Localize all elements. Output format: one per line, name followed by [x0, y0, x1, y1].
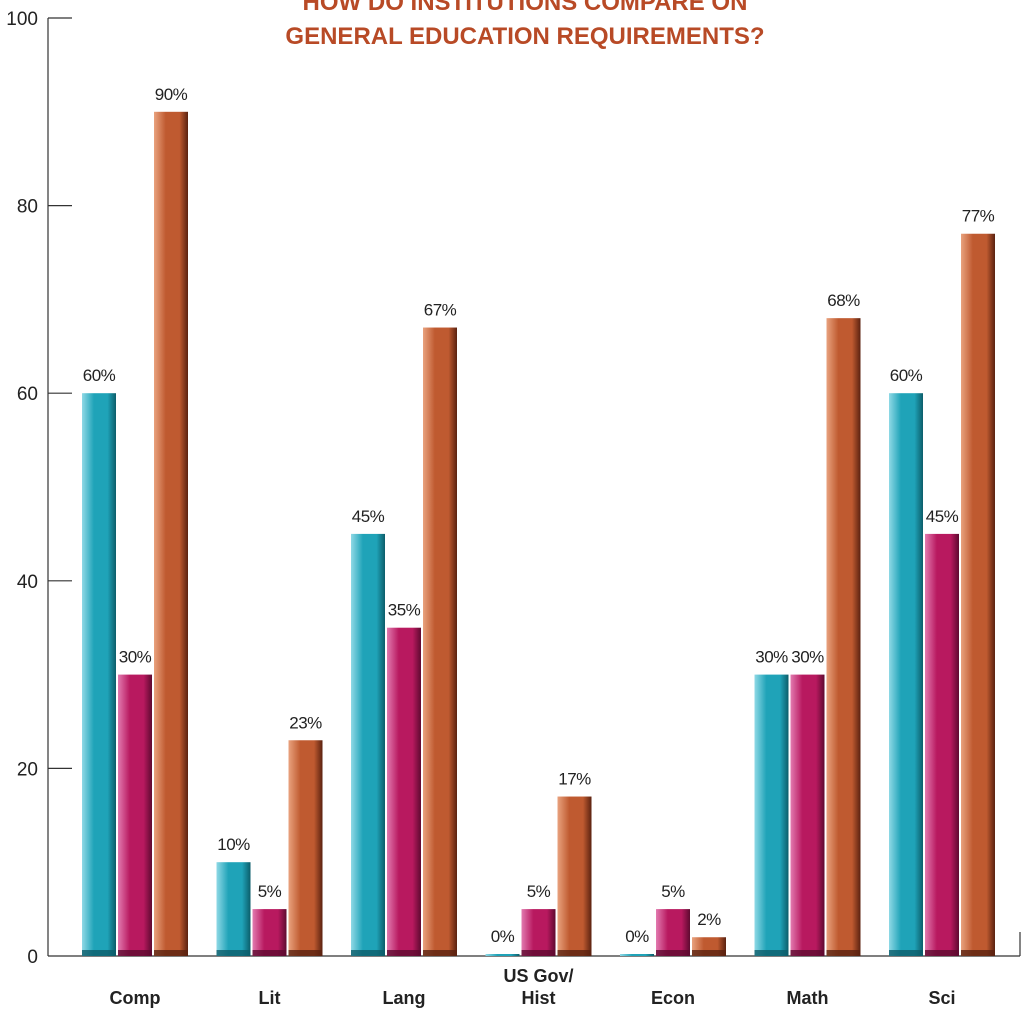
data-label: 5%: [661, 882, 685, 901]
bar: [826, 318, 861, 956]
data-label: 30%: [791, 648, 824, 667]
bar-base-shade: [252, 950, 287, 956]
bar: [252, 909, 287, 956]
bar-base-shade: [216, 950, 251, 956]
y-tick-label: 80: [17, 197, 38, 218]
bar-base-shade: [826, 950, 861, 956]
y-tick-label: 40: [17, 572, 38, 593]
bar-base-shade: [754, 950, 789, 956]
bar-base-shade: [692, 950, 726, 956]
bar: [620, 954, 654, 956]
data-label: 45%: [926, 507, 959, 526]
bar: [925, 533, 959, 956]
data-label: 17%: [558, 770, 591, 789]
y-axis: 0 20 40 60 80 100: [6, 9, 1021, 968]
y-tick-label: 60: [17, 384, 38, 405]
bar: [889, 393, 923, 956]
bar: [790, 674, 825, 956]
data-label: 5%: [258, 882, 282, 901]
bar-base-shade: [387, 950, 421, 956]
bar-base-shade: [288, 950, 323, 956]
bar: [216, 862, 251, 956]
bar-base-shade: [889, 950, 923, 956]
bar: [154, 111, 188, 957]
data-label: 60%: [890, 366, 923, 385]
data-label: 90%: [155, 85, 188, 104]
bar-base-shade: [82, 950, 116, 956]
category-label: Hist: [521, 988, 555, 1008]
chart-title-line-2: GENERAL EDUCATION REQUIREMENTS?: [285, 23, 764, 50]
bar: [82, 393, 116, 956]
data-label: 0%: [625, 927, 649, 946]
bar-base-shade: [351, 950, 385, 956]
category-label: Comp: [110, 988, 161, 1008]
data-label: 30%: [755, 648, 788, 667]
bar: [387, 627, 421, 956]
y-tick-label: 0: [27, 947, 38, 968]
bar: [961, 233, 995, 957]
bar-base-shade: [656, 950, 690, 956]
data-label: 68%: [827, 291, 860, 310]
bar-base-shade: [557, 950, 592, 956]
chart-title: HOW DO INSTITUTIONS COMPARE ON GENERAL E…: [285, 0, 764, 50]
bar: [521, 909, 556, 956]
bar: [754, 674, 789, 956]
data-label: 5%: [527, 882, 551, 901]
x-axis-categories: Comp Lit Lang US Gov/Hist Econ Math Sci: [110, 966, 956, 1008]
data-label: 67%: [424, 301, 457, 320]
data-label: 60%: [83, 366, 116, 385]
bars: [82, 111, 995, 957]
category-label: Lang: [383, 988, 426, 1008]
bar-base-shade: [154, 950, 188, 956]
bar: [118, 674, 152, 956]
bar: [423, 327, 457, 956]
category-label: Sci: [928, 988, 955, 1008]
category-label: Math: [787, 988, 829, 1008]
bar-base-shade: [925, 950, 959, 956]
bar-base-shade: [521, 950, 556, 956]
bar: [288, 740, 323, 956]
data-label: 0%: [491, 927, 515, 946]
bar: [485, 954, 520, 956]
bar: [656, 909, 690, 956]
bar-base-shade: [961, 950, 995, 956]
chart-title-line-1: HOW DO INSTITUTIONS COMPARE ON: [303, 0, 748, 16]
y-tick-label: 100: [6, 9, 38, 30]
bar-base-shade: [423, 950, 457, 956]
bar-base-shade: [118, 950, 152, 956]
bar-base-shade: [790, 950, 825, 956]
data-label: 35%: [388, 601, 421, 620]
category-label: US Gov/: [503, 966, 573, 986]
data-label: 2%: [697, 910, 721, 929]
y-tick-label: 20: [17, 759, 38, 780]
bar: [557, 796, 592, 956]
data-label: 10%: [217, 835, 250, 854]
data-label: 77%: [962, 207, 995, 226]
bar: [351, 533, 385, 956]
data-label: 23%: [289, 713, 322, 732]
category-label: Lit: [259, 988, 281, 1008]
category-label: Econ: [651, 988, 695, 1008]
value-labels: 60% 30% 90% 10% 5% 23% 45% 35% 67% 0% 5% 17% 0% 5% 2% 3…: [83, 85, 995, 946]
data-label: 30%: [119, 648, 152, 667]
data-label: 45%: [352, 507, 385, 526]
